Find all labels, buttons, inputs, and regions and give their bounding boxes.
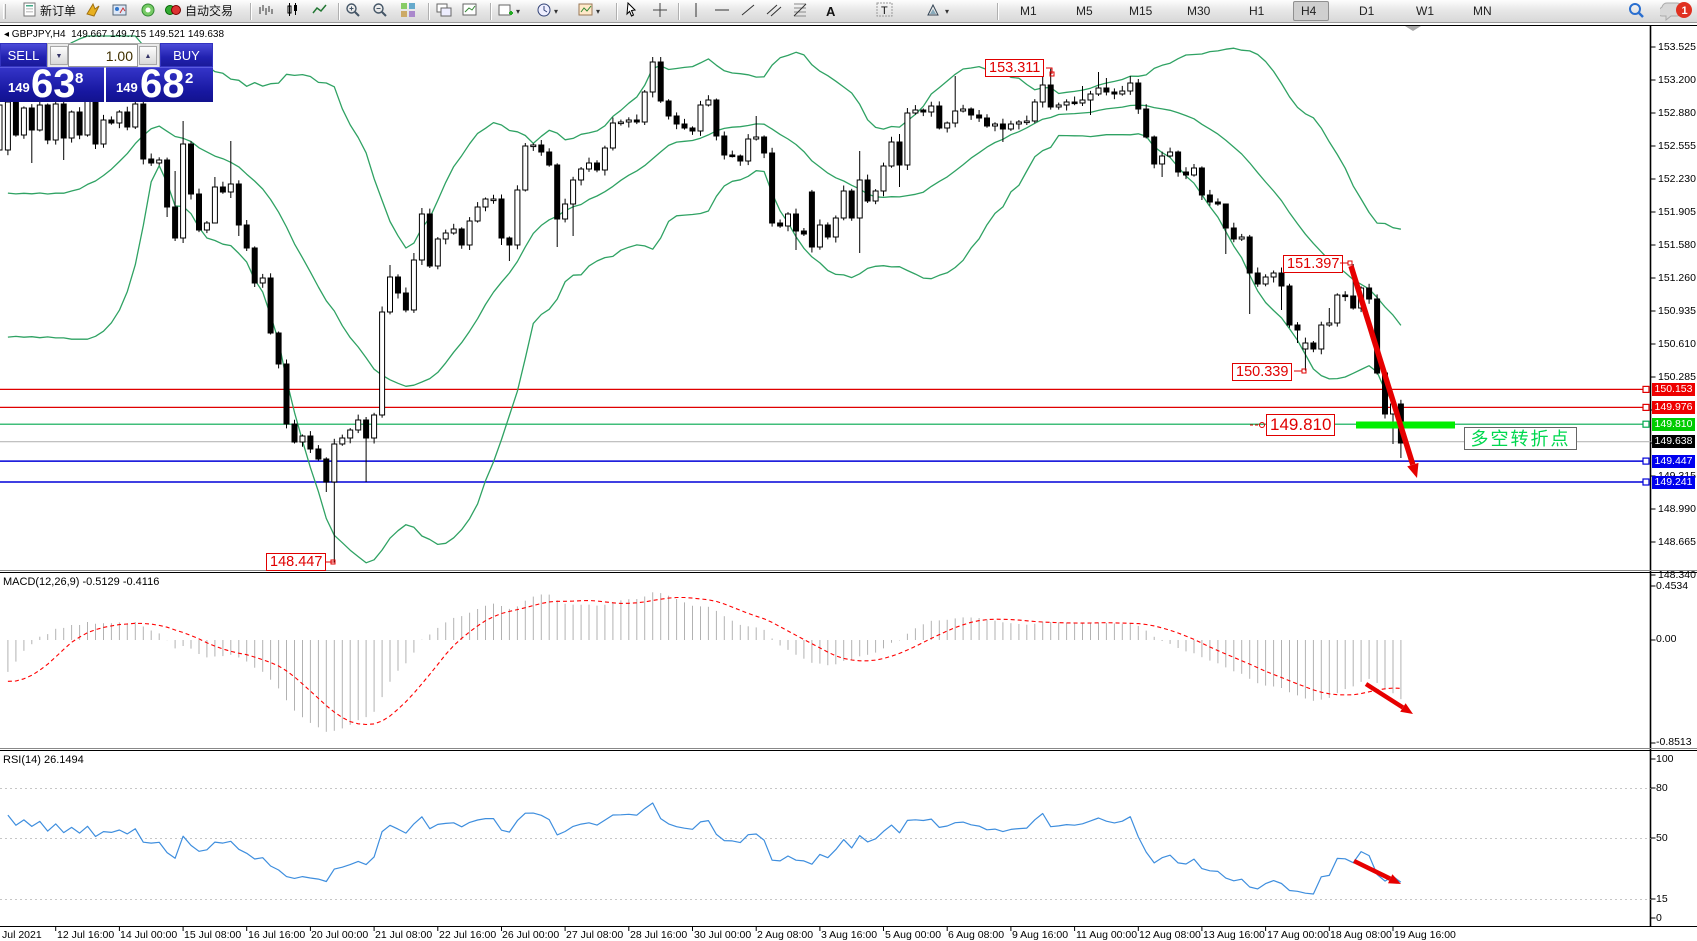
svg-text:1: 1: [1682, 5, 1688, 17]
svg-text:T: T: [881, 5, 888, 17]
